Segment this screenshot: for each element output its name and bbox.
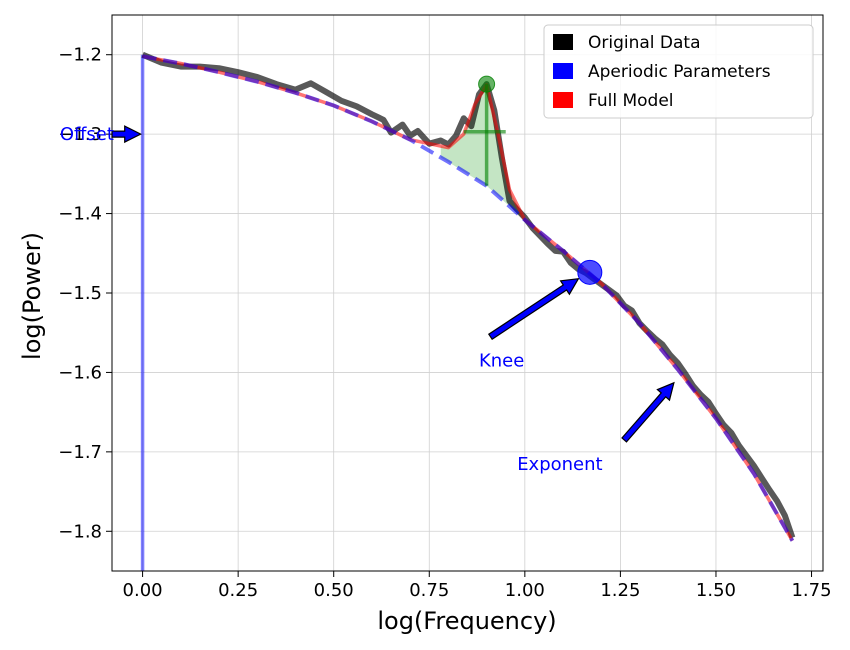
aperiodic-fit-line <box>142 54 795 542</box>
y-tick-label: −1.8 <box>58 521 102 542</box>
y-tick-label: −1.4 <box>58 204 102 225</box>
y-tick-label: −1.3 <box>58 124 102 145</box>
annotations: Offset Knee Exponent <box>60 124 675 475</box>
x-tick-label: 1.00 <box>505 580 545 601</box>
knee-label: Knee <box>479 351 524 372</box>
legend: Original Data Aperiodic Parameters Full Mo… <box>543 24 814 119</box>
offset-arrow <box>111 125 143 144</box>
knee-arrow <box>487 277 580 341</box>
x-tick-label: 0.75 <box>409 580 449 601</box>
x-tick-label: 0.50 <box>314 580 354 601</box>
y-tick-label: −1.2 <box>58 45 102 66</box>
legend-swatch <box>553 34 573 50</box>
y-tick-label: −1.5 <box>58 283 102 304</box>
x-tick-label: 1.50 <box>696 580 736 601</box>
peak-center-marker <box>478 75 496 93</box>
y-axis-title: log(Power) <box>18 232 46 360</box>
legend-box <box>543 24 814 119</box>
legend-swatch <box>553 63 573 79</box>
exponent-arrow <box>621 381 675 443</box>
y-tick-label: −1.7 <box>58 442 102 463</box>
x-tick-label: 0.25 <box>218 580 258 601</box>
x-tick-label: 0.00 <box>123 580 163 601</box>
legend-label: Full Model <box>588 91 674 111</box>
legend-label: Aperiodic Parameters <box>588 62 771 82</box>
legend-label: Original Data <box>588 33 701 53</box>
knee-marker <box>577 259 603 285</box>
legend-swatch <box>553 92 573 108</box>
x-tick-label: 1.25 <box>600 580 640 601</box>
x-axis: 0.00 0.25 0.50 0.75 1.00 1.25 1.50 1.75 <box>123 571 832 601</box>
offset-label: Offset <box>60 124 114 145</box>
plot-area <box>140 51 796 571</box>
peak-fill-area <box>440 84 525 220</box>
y-tick-label: −1.6 <box>58 362 102 383</box>
exponent-label: Exponent <box>517 454 602 475</box>
original-data-line <box>141 51 796 539</box>
y-axis: −1.2 −1.3 −1.4 −1.5 −1.6 −1.7 −1.8 <box>58 45 112 542</box>
x-tick-label: 1.75 <box>791 580 831 601</box>
x-axis-title: log(Frequency) <box>377 607 556 635</box>
